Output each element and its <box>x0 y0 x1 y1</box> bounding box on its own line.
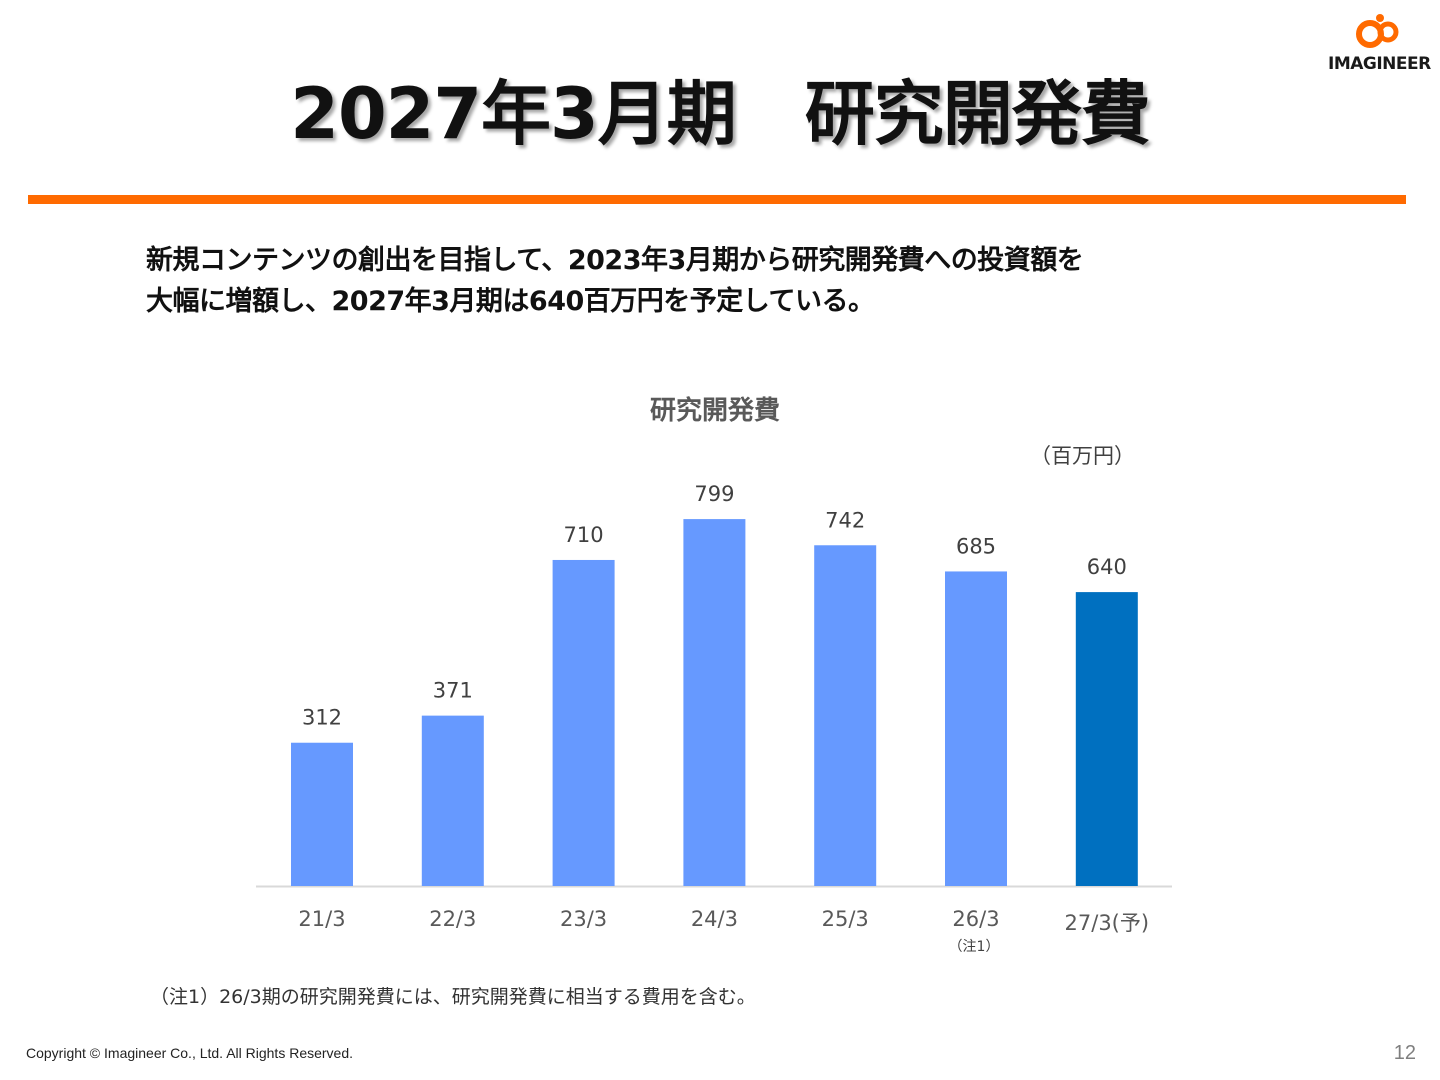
bar <box>421 715 484 886</box>
x-tick-note: （注1） <box>949 939 1000 955</box>
x-tick-label: 26/3 <box>952 907 999 931</box>
company-logo: IMAGINEER <box>1328 12 1431 78</box>
copyright: Copyright © Imagineer Co., Ltd. All Righ… <box>26 1045 354 1061</box>
x-tick-label: 24/3 <box>691 907 738 931</box>
chart-unit-label: （百万円） <box>1030 444 1135 468</box>
title-divider <box>28 195 1406 204</box>
x-tick-label: 21/3 <box>298 907 345 931</box>
data-label: 799 <box>694 482 734 506</box>
lead-line-1: 新規コンテンツの創出を目指して、2023年3月期から研究開発費への投資額を <box>146 245 1084 276</box>
data-label: 640 <box>1087 555 1127 579</box>
lead-text: 新規コンテンツの創出を目指して、2023年3月期から研究開発費への投資額を 大幅… <box>146 240 1346 322</box>
bar <box>291 742 353 886</box>
x-tick-label: 27/3(予) <box>1065 911 1150 935</box>
bar <box>683 519 746 886</box>
x-tick-label: 25/3 <box>822 907 869 931</box>
data-label: 710 <box>564 523 604 547</box>
data-label: 685 <box>956 534 996 558</box>
page-number: 12 <box>1393 1042 1416 1064</box>
bar <box>814 545 877 886</box>
logo-text: IMAGINEER <box>1328 54 1431 74</box>
chart-title: 研究開発費 <box>649 396 780 426</box>
lead-line-2: 大幅に増額し、2027年3月期は640百万円を予定している。 <box>146 286 875 317</box>
x-tick-label: 22/3 <box>429 907 476 931</box>
data-label: 742 <box>825 508 865 532</box>
data-label: 371 <box>433 679 473 703</box>
bar <box>945 571 1007 886</box>
data-label: 312 <box>302 706 342 730</box>
x-tick-label: 23/3 <box>560 907 607 931</box>
bar <box>1075 592 1138 886</box>
page-title: 2027年3月期 研究開発費 <box>290 73 1151 155</box>
logo-mark-icon <box>1356 14 1399 48</box>
footnote: （注1）26/3期の研究開発費には、研究開発費に相当する費用を含む。 <box>150 986 756 1008</box>
bar <box>552 559 615 886</box>
